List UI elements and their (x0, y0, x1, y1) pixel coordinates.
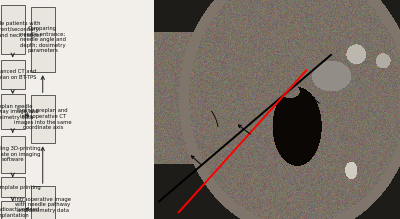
Text: Modeling 3D-printing
template on imaging
software: Modeling 3D-printing template on imaging… (0, 146, 40, 162)
Text: Enhanced CT and
preplan on BT-TPS: Enhanced CT and preplan on BT-TPS (0, 69, 36, 80)
FancyBboxPatch shape (1, 177, 25, 197)
FancyBboxPatch shape (31, 186, 55, 219)
FancyBboxPatch shape (1, 136, 25, 173)
FancyBboxPatch shape (1, 201, 25, 219)
FancyBboxPatch shape (1, 5, 25, 54)
Text: I¹²⁵ radioactive seed
implantation: I¹²⁵ radioactive seed implantation (0, 207, 39, 218)
FancyBboxPatch shape (1, 60, 25, 89)
FancyBboxPatch shape (1, 94, 25, 129)
Text: Preplan needle
pathway image and
dosimetry data: Preplan needle pathway image and dosimet… (0, 104, 39, 120)
Text: Comparing
needle entrance;
needle angle and
depth; dosimetry
parameters: Comparing needle entrance; needle angle … (20, 26, 66, 53)
FancyBboxPatch shape (31, 95, 55, 143)
Text: 3D-template printing: 3D-template printing (0, 185, 40, 190)
FancyBboxPatch shape (31, 7, 55, 72)
Text: Fusing preplan and
intraoperative CT
images into the same
coordinate axis: Fusing preplan and intraoperative CT ima… (14, 108, 72, 130)
Text: Eligible patients with
recurrent/secondary
head and neck cancer: Eligible patients with recurrent/seconda… (0, 21, 42, 38)
Text: Intraoperative image
with needle pathway
and dosimetry data: Intraoperative image with needle pathway… (15, 197, 71, 213)
